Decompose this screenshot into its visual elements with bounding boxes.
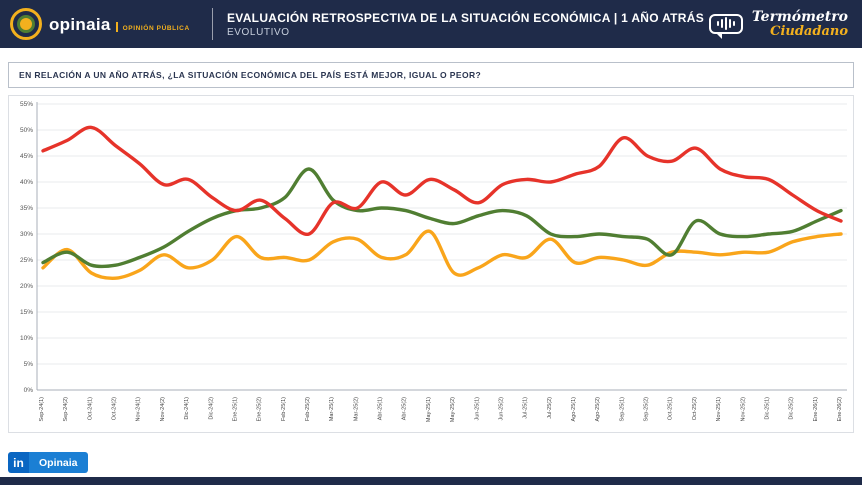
series-green-line [41, 167, 843, 269]
brand-name: opinaia [49, 14, 111, 34]
svg-text:Abr-25(2): Abr-25(2) [402, 397, 408, 420]
svg-text:Abr-25(1): Abr-25(1) [378, 397, 384, 420]
brand-divider [115, 21, 118, 32]
brand-text: opinaia OPINIÓN PÚBLICA [49, 16, 190, 33]
svg-text:May-25(1): May-25(1) [426, 397, 432, 422]
svg-text:25%: 25% [20, 257, 33, 264]
termometro-subtitle: Ciudadano [770, 23, 848, 39]
svg-text:Oct-24(2): Oct-24(2) [112, 397, 118, 420]
svg-text:Ene-26(2): Ene-26(2) [837, 397, 843, 422]
svg-text:Dic-25(2): Dic-25(2) [789, 397, 795, 420]
svg-text:Mar-25(1): Mar-25(1) [329, 397, 335, 421]
svg-text:5%: 5% [24, 361, 34, 368]
svg-text:0%: 0% [24, 387, 34, 394]
page-subtitle: EVOLUTIVO [227, 26, 290, 38]
svg-text:Nov-25(1): Nov-25(1) [716, 397, 722, 422]
linkedin-icon: in [8, 452, 29, 473]
svg-text:Oct-25(2): Oct-25(2) [692, 397, 698, 420]
page-title: EVALUACIÓN RETROSPECTIVA DE LA SITUACIÓN… [227, 10, 705, 25]
svg-text:20%: 20% [20, 283, 33, 290]
svg-text:Sep-24(2): Sep-24(2) [63, 397, 69, 422]
series-orange-line [41, 229, 843, 280]
svg-text:45%: 45% [20, 153, 33, 160]
question-box: EN RELACIÓN A UN AÑO ATRÁS, ¿LA SITUACIÓ… [8, 62, 854, 88]
svg-text:40%: 40% [20, 179, 33, 186]
svg-text:Sep-25(2): Sep-25(2) [644, 397, 650, 422]
speech-bubble-equalizer-icon [708, 13, 743, 39]
linkedin-label: Opinaia [29, 452, 88, 473]
svg-text:Nov-24(1): Nov-24(1) [136, 397, 142, 422]
svg-text:Dic-24(2): Dic-24(2) [208, 397, 214, 420]
opinaia-logo-center [17, 15, 35, 33]
svg-text:Ene-26(1): Ene-26(1) [813, 397, 819, 422]
svg-text:10%: 10% [20, 335, 33, 342]
svg-text:Jun-25(2): Jun-25(2) [499, 397, 505, 421]
svg-text:Sep-24(1): Sep-24(1) [39, 397, 45, 422]
x-axis-labels: Sep-24(1) Sep-24(2) Oct-24(1) Oct-24(2) Nov-… [39, 397, 843, 422]
termometro-text: Termómetro Ciudadano [752, 10, 848, 38]
svg-text:May-25(2): May-25(2) [450, 397, 456, 422]
svg-text:15%: 15% [20, 309, 33, 316]
chart-panel: 0% 5% 10% 15% 20% 25% 30% 35% 40% 45% 50% 55% Sep-24… [8, 95, 854, 433]
termometro-logo: Termómetro Ciudadano [708, 10, 862, 39]
y-axis: 0% 5% 10% 15% 20% 25% 30% 35% 40% 45% 50% 55% [20, 101, 847, 394]
svg-text:Ene-25(2): Ene-25(2) [257, 397, 263, 422]
opinaia-brand: opinaia OPINIÓN PÚBLICA [0, 8, 212, 40]
svg-text:Ene-25(1): Ene-25(1) [233, 397, 239, 422]
opinaia-logo-icon [10, 8, 42, 40]
svg-text:Feb-25(2): Feb-25(2) [305, 397, 311, 421]
svg-text:55%: 55% [20, 101, 33, 108]
series-red-line [41, 125, 843, 236]
header-divider [212, 8, 213, 40]
termometro-title: Termómetro [751, 8, 848, 25]
svg-text:50%: 50% [20, 127, 33, 134]
svg-text:Feb-25(1): Feb-25(1) [281, 397, 287, 421]
svg-text:Jul-25(2): Jul-25(2) [547, 397, 553, 419]
svg-text:Dic-25(1): Dic-25(1) [765, 397, 771, 420]
brand-tagline: OPINIÓN PÚBLICA [122, 24, 190, 32]
svg-text:Oct-25(1): Oct-25(1) [668, 397, 674, 420]
header-titles: EVALUACIÓN RETROSPECTIVA DE LA SITUACIÓN… [227, 11, 709, 38]
svg-text:Jun-25(1): Jun-25(1) [474, 397, 480, 421]
chart-svg: 0% 5% 10% 15% 20% 25% 30% 35% 40% 45% 50% 55% Sep-24… [20, 101, 847, 422]
svg-text:Ago-25(1): Ago-25(1) [571, 397, 577, 422]
svg-text:35%: 35% [20, 205, 33, 212]
svg-text:Nov-25(2): Nov-25(2) [740, 397, 746, 422]
question-text: EN RELACIÓN A UN AÑO ATRÁS, ¿LA SITUACIÓ… [19, 70, 482, 80]
svg-text:Mar-25(2): Mar-25(2) [353, 397, 359, 421]
app-header: opinaia OPINIÓN PÚBLICA EVALUACIÓN RETRO… [0, 0, 862, 48]
svg-text:Dic-24(1): Dic-24(1) [184, 397, 190, 420]
svg-text:Sep-25(1): Sep-25(1) [619, 397, 625, 422]
svg-text:30%: 30% [20, 231, 33, 238]
svg-text:Nov-24(2): Nov-24(2) [160, 397, 166, 422]
linkedin-badge[interactable]: in Opinaia [8, 452, 88, 473]
svg-text:Oct-24(1): Oct-24(1) [87, 397, 93, 420]
svg-text:Ago-25(2): Ago-25(2) [595, 397, 601, 422]
bottom-bar [0, 477, 862, 485]
svg-text:Jul-25(1): Jul-25(1) [523, 397, 529, 419]
